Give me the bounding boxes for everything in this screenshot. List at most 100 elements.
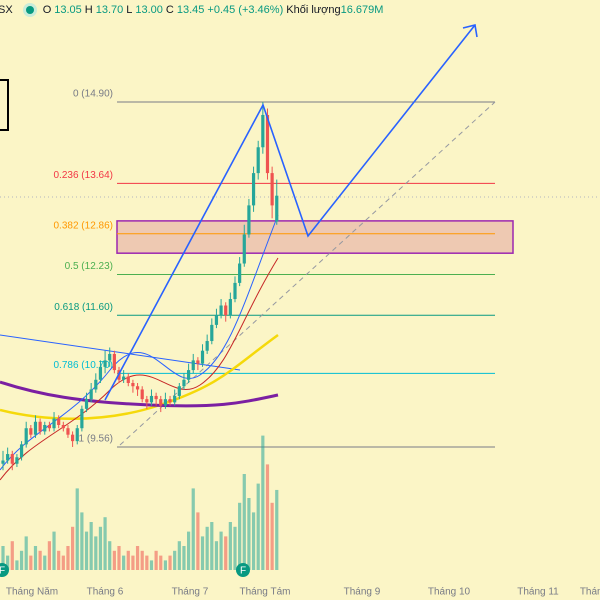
- volume-bar: [135, 546, 140, 570]
- volume-value: 16.679M: [340, 4, 384, 16]
- x-tick-label: Tháng Năm: [6, 587, 58, 598]
- candle-body: [103, 360, 107, 367]
- candle-body: [191, 360, 195, 371]
- volume-bar: [43, 555, 47, 570]
- volume-bar: [275, 489, 279, 570]
- candle-body: [15, 457, 19, 464]
- volume-bar: [66, 546, 70, 570]
- volume-bar: [219, 531, 223, 570]
- volume-bar: [168, 555, 172, 570]
- candle-body: [247, 205, 251, 235]
- candle-body: [256, 147, 260, 174]
- candle-body: [75, 428, 79, 442]
- fib-label: 0.786 (10.70): [54, 360, 114, 371]
- volume-bar: [256, 483, 260, 570]
- candle-body: [251, 173, 256, 206]
- volume-bar: [6, 555, 10, 570]
- fib-label: 0.5 (12.23): [65, 261, 113, 272]
- candle-body: [71, 434, 75, 442]
- volume-bar: [29, 555, 33, 570]
- volume-bar: [224, 536, 228, 570]
- volume-bar: [200, 536, 205, 570]
- volume-bar: [117, 546, 121, 570]
- candle-body: [200, 350, 205, 364]
- candle-body: [265, 114, 270, 174]
- ohlc-label: O: [42, 4, 52, 16]
- candle-body: [84, 399, 89, 409]
- candle-body: [98, 366, 103, 380]
- drawing-box: [0, 79, 9, 131]
- ohlc-label: L: [126, 4, 133, 16]
- candle-body: [94, 379, 98, 390]
- volume-bar: [205, 526, 209, 570]
- fib-label: 0 (14.90): [73, 89, 113, 100]
- volume-bar: [177, 541, 181, 570]
- candle-body: [224, 305, 228, 316]
- candle-body: [214, 315, 219, 325]
- volume-bar: [108, 541, 112, 570]
- volume-bar: [251, 512, 256, 570]
- candle-body: [196, 360, 200, 364]
- volume-bar: [103, 517, 107, 570]
- legend-header: SX O 13.05 H 13.70 L 13.00 C 13.45 +0.45 (+3…: [0, 4, 383, 16]
- candle-body: [228, 299, 232, 316]
- candle-body: [52, 418, 56, 429]
- marker-badge: [236, 563, 250, 577]
- volume-bar: [214, 541, 219, 570]
- candle-body: [275, 195, 279, 222]
- fib-group: 0 (14.90) 0.236 (13.64) 0.382 (12.86) 0.5 (…: [54, 89, 514, 448]
- ticker: SX: [0, 4, 13, 16]
- volume-bar: [261, 435, 265, 570]
- volume-bar: [173, 550, 177, 570]
- volume-bar: [265, 464, 270, 570]
- volume-bar: [10, 541, 14, 570]
- candle-body: [80, 408, 84, 429]
- candle-body: [47, 424, 51, 429]
- volume-bar: [187, 531, 191, 570]
- candle-body: [89, 389, 93, 400]
- volume-bar: [89, 522, 93, 570]
- candle-body: [242, 234, 246, 264]
- volume-bar: [247, 498, 251, 570]
- volume-bar: [122, 555, 126, 570]
- x-tick-label: Tháng 10: [428, 587, 471, 598]
- candle-body: [205, 341, 209, 351]
- candle-body: [10, 454, 14, 464]
- candle-body: [173, 395, 177, 403]
- x-tick-label: Tháng 6: [87, 587, 124, 598]
- volume-bar: [159, 555, 163, 570]
- fib-label: 0.382 (12.86): [54, 220, 114, 231]
- volume-bar: [210, 522, 214, 570]
- volume-bar: [1, 546, 5, 570]
- marker-badge: [0, 563, 9, 577]
- volume-bar: [270, 502, 274, 570]
- candle-body: [238, 263, 242, 283]
- projection-path: [104, 24, 476, 401]
- volume-bar: [75, 488, 79, 570]
- volume-label: Khối lượng: [286, 4, 341, 16]
- volume-bar: [126, 550, 130, 570]
- volume-bar: [163, 560, 167, 570]
- volume-bar: [112, 550, 116, 570]
- volume-bar: [61, 555, 65, 570]
- dashed-trend: [119, 101, 496, 446]
- fib-label: 0.236 (13.64): [54, 170, 114, 181]
- candle-body: [33, 421, 38, 435]
- change: +0.45 (+3.46%): [207, 4, 284, 16]
- x-tick-label: Tháng 9: [344, 587, 381, 598]
- candle-body: [43, 424, 47, 432]
- volume-bar: [154, 550, 158, 570]
- candle-body: [177, 386, 181, 396]
- fib-label: 0.618 (11.60): [54, 302, 113, 313]
- ohlc-label: C: [165, 4, 174, 16]
- candle-body: [187, 370, 191, 380]
- marker-text: F: [0, 566, 5, 577]
- volume-bar: [52, 531, 56, 570]
- x-tick-label: Tháng Tám: [240, 587, 291, 598]
- x-tick-label: Tháng 7: [172, 587, 209, 598]
- ohlc-value: 13.70: [95, 4, 124, 16]
- volume-bar: [242, 474, 246, 570]
- candle-body: [61, 424, 65, 429]
